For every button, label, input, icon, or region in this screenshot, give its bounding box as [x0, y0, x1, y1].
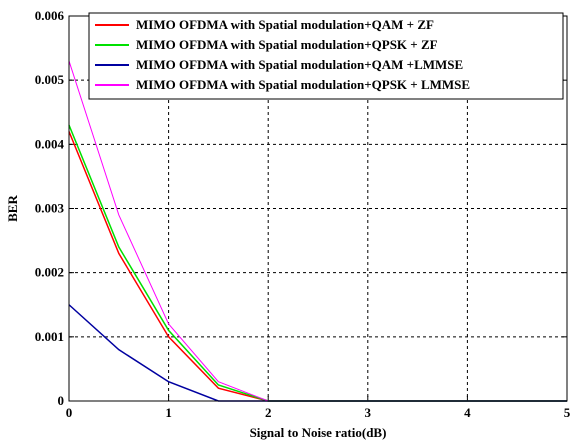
x-tick-label: 5	[564, 405, 571, 420]
y-axis-label: BER	[5, 195, 20, 222]
x-tick-label: 0	[66, 405, 73, 420]
y-tick-label: 0.001	[35, 329, 64, 344]
legend: MIMO OFDMA with Spatial modulation+QAM +…	[88, 12, 564, 100]
x-tick-label: 3	[365, 405, 372, 420]
y-tick-label: 0.003	[35, 201, 65, 216]
series-lines	[68, 60, 567, 402]
series-line-4	[68, 60, 567, 402]
legend-entry: MIMO OFDMA with Spatial modulation+QPSK …	[136, 37, 438, 52]
legend-box	[88, 12, 564, 100]
series-line-2	[68, 124, 567, 402]
x-axis-label: Signal to Noise ratio(dB)	[250, 425, 387, 440]
x-tick-label: 4	[464, 405, 471, 420]
x-tick-label: 2	[265, 405, 272, 420]
legend-entry: MIMO OFDMA with Spatial modulation+QAM +…	[136, 57, 463, 72]
legend-entry: MIMO OFDMA with Spatial modulation+QPSK …	[136, 77, 470, 92]
x-tick-label: 1	[165, 405, 172, 420]
y-tick-label: 0.002	[35, 265, 64, 280]
series-line-3	[68, 304, 567, 402]
y-tick-label: 0.006	[35, 8, 65, 23]
y-tick-label: 0.004	[35, 136, 65, 151]
y-tick-label: 0	[58, 393, 65, 408]
legend-entry: MIMO OFDMA with Spatial modulation+QAM +…	[136, 17, 434, 32]
series-line-1	[68, 131, 567, 402]
y-tick-label: 0.005	[35, 72, 65, 87]
